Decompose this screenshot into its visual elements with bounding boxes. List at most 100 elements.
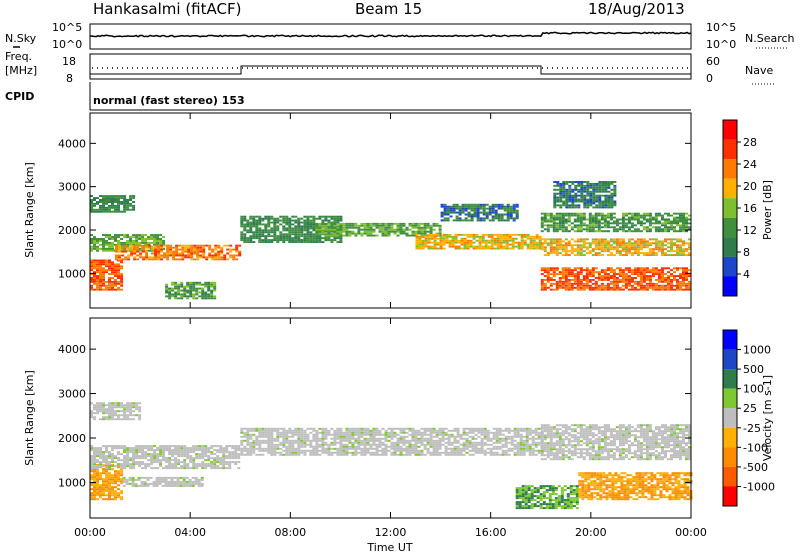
echo-cell bbox=[96, 275, 99, 277]
echo-cell bbox=[550, 221, 553, 223]
echo-cell bbox=[129, 197, 132, 199]
echo-cell bbox=[111, 465, 114, 467]
echo-cell bbox=[501, 204, 504, 206]
echo-cell bbox=[315, 450, 318, 452]
echo-cell bbox=[126, 199, 129, 201]
echo-cell bbox=[93, 209, 96, 211]
echo-cell bbox=[445, 442, 448, 444]
echo-cell bbox=[607, 246, 610, 248]
echo-cell bbox=[267, 231, 270, 233]
echo-cell bbox=[436, 434, 439, 436]
echo-cell bbox=[111, 263, 114, 265]
echo-cell bbox=[440, 240, 443, 242]
echo-cell bbox=[273, 222, 276, 224]
echo-cell bbox=[559, 193, 562, 195]
echo-cell bbox=[544, 267, 547, 269]
echo-cell bbox=[360, 442, 363, 444]
echo-cell bbox=[202, 255, 205, 257]
echo-cell bbox=[504, 219, 507, 221]
echo-cell bbox=[412, 446, 415, 448]
echo-cell bbox=[192, 465, 195, 467]
echo-cell bbox=[240, 225, 243, 227]
echo-cell bbox=[327, 229, 330, 231]
echo-cell bbox=[679, 283, 682, 285]
echo-cell bbox=[643, 213, 646, 215]
echo-cell bbox=[249, 446, 252, 448]
echo-cell bbox=[634, 248, 637, 250]
echo-cell bbox=[147, 485, 150, 487]
echo-cell bbox=[327, 446, 330, 448]
echo-cell bbox=[294, 227, 297, 229]
echo-cell bbox=[637, 246, 640, 248]
echo-cell bbox=[201, 290, 204, 292]
echo-cell bbox=[132, 453, 135, 455]
echo-cell bbox=[180, 465, 183, 467]
echo-cell bbox=[297, 225, 300, 227]
echo-cell bbox=[664, 267, 667, 269]
echo-cell bbox=[93, 486, 96, 488]
echo-cell bbox=[108, 242, 111, 244]
echo-cell bbox=[661, 248, 664, 250]
echo-cell bbox=[415, 452, 418, 454]
echo-cell bbox=[500, 248, 503, 250]
echo-cell bbox=[141, 481, 144, 483]
echo-cell bbox=[527, 234, 530, 236]
echo-cell bbox=[150, 477, 153, 479]
echo-cell bbox=[267, 448, 270, 450]
echo-cell bbox=[613, 287, 616, 289]
echo-cell bbox=[637, 240, 640, 242]
echo-cell bbox=[679, 281, 682, 283]
echo-cell bbox=[93, 240, 96, 242]
echo-cell bbox=[288, 222, 291, 224]
echo-cell bbox=[577, 252, 580, 254]
echo-cell bbox=[367, 430, 370, 432]
echo-cell bbox=[524, 236, 527, 238]
echo-cell bbox=[211, 251, 214, 253]
echo-cell bbox=[431, 242, 434, 244]
echo-cell bbox=[210, 282, 213, 284]
echo-cell bbox=[450, 206, 453, 208]
echo-cell bbox=[419, 240, 422, 242]
echo-cell bbox=[533, 238, 536, 240]
echo-cell bbox=[592, 230, 595, 232]
echo-cell bbox=[589, 204, 592, 206]
echo-cell bbox=[559, 185, 562, 187]
echo-cell bbox=[577, 271, 580, 273]
echo-cell bbox=[589, 250, 592, 252]
echo-cell bbox=[306, 231, 309, 233]
echo-cell bbox=[123, 414, 126, 416]
echo-cell bbox=[252, 233, 255, 235]
echo-cell bbox=[521, 242, 524, 244]
echo-cell bbox=[422, 236, 425, 238]
echo-cell bbox=[607, 289, 610, 291]
echo-cell bbox=[658, 271, 661, 273]
echo-cell bbox=[99, 267, 102, 269]
echo-cell bbox=[168, 483, 171, 485]
echo-cell bbox=[444, 210, 447, 212]
echo-cell bbox=[240, 436, 243, 438]
echo-cell bbox=[105, 416, 108, 418]
echo-cell bbox=[192, 457, 195, 459]
echo-cell bbox=[93, 484, 96, 486]
echo-cell bbox=[102, 482, 105, 484]
echo-cell bbox=[613, 238, 616, 240]
echo-cell bbox=[105, 482, 108, 484]
echo-cell bbox=[306, 227, 309, 229]
echo-cell bbox=[228, 455, 231, 457]
echo-cell bbox=[637, 213, 640, 215]
echo-cell bbox=[580, 240, 583, 242]
echo-cell bbox=[138, 416, 141, 418]
echo-cell bbox=[367, 227, 370, 229]
echo-cell bbox=[661, 267, 664, 269]
echo-cell bbox=[474, 208, 477, 210]
echo-cell bbox=[111, 457, 114, 459]
echo-cell bbox=[222, 451, 225, 453]
echo-cell bbox=[589, 285, 592, 287]
echo-cell bbox=[468, 204, 471, 206]
echo-cell bbox=[412, 436, 415, 438]
echo-cell bbox=[664, 273, 667, 275]
echo-cell bbox=[297, 446, 300, 448]
echo-cell bbox=[105, 484, 108, 486]
echo-cell bbox=[601, 185, 604, 187]
echo-cell bbox=[419, 242, 422, 244]
